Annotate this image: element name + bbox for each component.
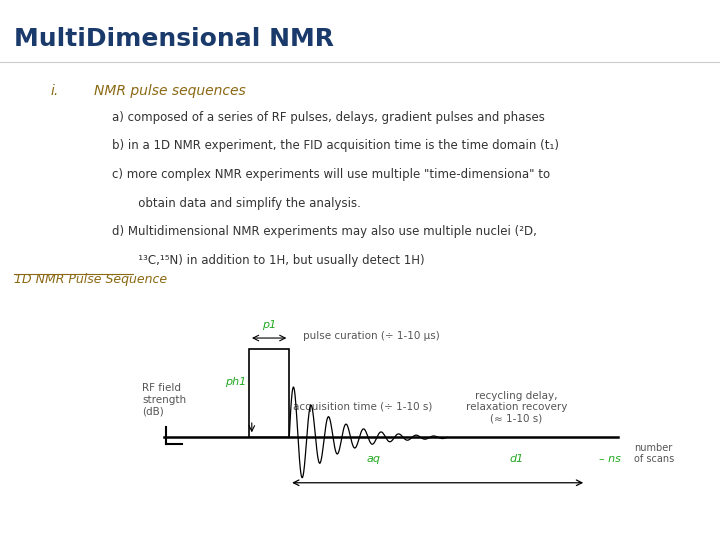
Bar <box>249 349 289 437</box>
Text: number
of scans: number of scans <box>634 443 675 464</box>
Text: acquisition time (÷ 1-10 s): acquisition time (÷ 1-10 s) <box>293 402 433 412</box>
Text: ph1: ph1 <box>225 377 246 388</box>
Text: NMR pulse sequences: NMR pulse sequences <box>94 84 246 98</box>
Text: pulse curation (÷ 1-10 μs): pulse curation (÷ 1-10 μs) <box>302 331 439 341</box>
Text: recycling delay,
relaxation recovery
(≈ 1-10 s): recycling delay, relaxation recovery (≈ … <box>466 390 567 424</box>
Text: obtain data and simplify the analysis.: obtain data and simplify the analysis. <box>112 197 361 210</box>
Text: p1: p1 <box>262 320 276 330</box>
Text: d) Multidimensional NMR experiments may also use multiple nuclei (²D,: d) Multidimensional NMR experiments may … <box>112 225 536 238</box>
Text: a) composed of a series of RF pulses, delays, gradient pulses and phases: a) composed of a series of RF pulses, de… <box>112 111 544 124</box>
Text: c) more complex NMR experiments will use multiple "time-dimensiona" to: c) more complex NMR experiments will use… <box>112 168 550 181</box>
Text: MultiDimensional NMR: MultiDimensional NMR <box>14 27 334 51</box>
Text: d1: d1 <box>510 454 523 464</box>
Text: i.: i. <box>50 84 58 98</box>
Text: b) in a 1D NMR experiment, the FID acquisition time is the time domain (t₁): b) in a 1D NMR experiment, the FID acqui… <box>112 139 559 152</box>
Text: 1D NMR Pulse Sequence: 1D NMR Pulse Sequence <box>14 273 168 286</box>
Text: RF field
strength
(dB): RF field strength (dB) <box>142 383 186 416</box>
Text: – ns: – ns <box>600 454 621 464</box>
Text: ¹³C,¹⁵N) in addition to 1H, but usually detect 1H): ¹³C,¹⁵N) in addition to 1H, but usually … <box>112 254 424 267</box>
Text: aq: aq <box>366 454 380 464</box>
